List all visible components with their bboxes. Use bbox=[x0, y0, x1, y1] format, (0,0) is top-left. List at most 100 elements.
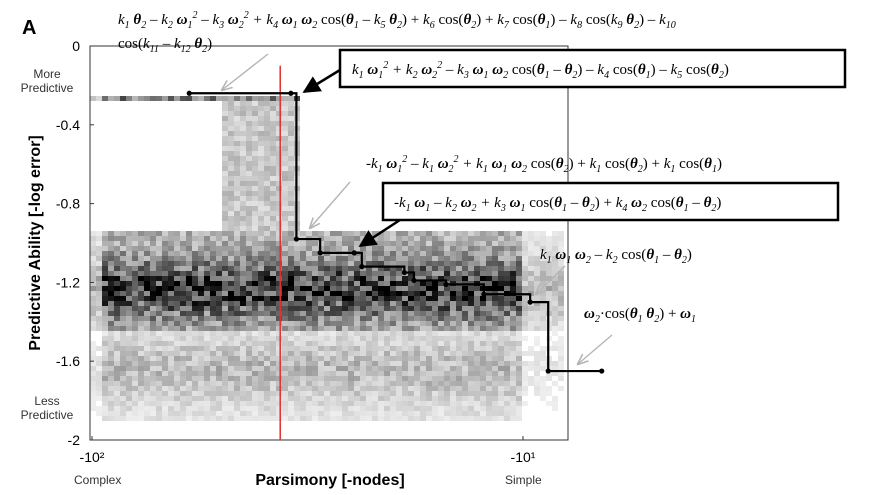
heat-cell bbox=[492, 311, 498, 316]
heat-cell bbox=[420, 321, 426, 326]
heat-cell bbox=[198, 291, 204, 296]
heat-cell bbox=[528, 316, 534, 321]
heat-cell bbox=[360, 236, 366, 241]
heat-cell bbox=[342, 281, 348, 286]
heat-cell bbox=[426, 246, 432, 251]
heat-cell bbox=[156, 276, 162, 281]
heat-cell bbox=[510, 301, 516, 306]
heat-cell bbox=[312, 306, 318, 311]
heat-cell bbox=[228, 346, 234, 351]
heat-cell bbox=[276, 391, 282, 396]
heat-cell bbox=[552, 331, 558, 336]
heat-cell bbox=[390, 326, 396, 331]
heat-cell bbox=[540, 366, 546, 371]
heat-cell bbox=[240, 121, 246, 126]
heat-cell bbox=[222, 221, 228, 226]
heat-cell bbox=[444, 286, 450, 291]
heat-cell bbox=[420, 381, 426, 386]
heat-cell bbox=[456, 416, 462, 421]
heat-cell bbox=[462, 381, 468, 386]
heat-cell bbox=[552, 246, 558, 251]
heat-cell bbox=[126, 316, 132, 321]
heat-cell bbox=[234, 346, 240, 351]
heat-cell bbox=[504, 361, 510, 366]
heat-cell bbox=[444, 411, 450, 416]
heat-cell bbox=[258, 131, 264, 136]
heat-cell bbox=[276, 186, 282, 191]
heat-cell bbox=[408, 261, 414, 266]
heat-cell bbox=[204, 396, 210, 401]
heat-cell bbox=[228, 256, 234, 261]
heat-cell bbox=[132, 316, 138, 321]
heat-cell bbox=[456, 356, 462, 361]
heat-cell bbox=[240, 256, 246, 261]
heat-cell bbox=[288, 261, 294, 266]
heat-cell bbox=[264, 166, 270, 171]
heat-cell bbox=[546, 401, 552, 406]
heat-cell bbox=[366, 376, 372, 381]
heat-cell bbox=[408, 391, 414, 396]
heat-cell bbox=[168, 296, 174, 301]
heat-cell bbox=[342, 276, 348, 281]
heat-cell bbox=[402, 261, 408, 266]
heat-cell bbox=[432, 361, 438, 366]
heat-cell bbox=[522, 251, 528, 256]
heat-cell bbox=[264, 221, 270, 226]
heat-cell bbox=[330, 331, 336, 336]
heat-cell bbox=[348, 406, 354, 411]
heat-cell bbox=[234, 106, 240, 111]
heat-cell bbox=[222, 226, 228, 231]
heat-cell bbox=[276, 286, 282, 291]
heat-cell bbox=[450, 396, 456, 401]
heat-cell bbox=[180, 406, 186, 411]
heat-cell bbox=[210, 416, 216, 421]
heat-cell bbox=[504, 276, 510, 281]
heat-cell bbox=[150, 286, 156, 291]
heat-cell bbox=[216, 261, 222, 266]
heat-cell bbox=[282, 306, 288, 311]
heat-cell bbox=[132, 366, 138, 371]
heat-cell bbox=[396, 251, 402, 256]
heat-cell bbox=[96, 396, 102, 401]
heat-cell bbox=[468, 266, 474, 271]
heat-cell bbox=[558, 256, 564, 261]
heat-cell bbox=[288, 251, 294, 256]
heat-cell bbox=[102, 341, 108, 346]
heat-cell bbox=[468, 286, 474, 291]
heat-cell bbox=[126, 256, 132, 261]
heat-cell bbox=[504, 316, 510, 321]
heat-cell bbox=[336, 401, 342, 406]
heat-cell bbox=[450, 321, 456, 326]
heat-cell bbox=[276, 256, 282, 261]
heat-cell bbox=[234, 191, 240, 196]
heat-cell bbox=[534, 266, 540, 271]
heat-cell bbox=[288, 146, 294, 151]
heat-cell bbox=[192, 406, 198, 411]
heat-cell bbox=[192, 411, 198, 416]
heat-cell bbox=[318, 331, 324, 336]
heat-cell bbox=[486, 256, 492, 261]
heat-cell bbox=[108, 266, 114, 271]
heat-cell bbox=[486, 311, 492, 316]
heat-cell bbox=[456, 366, 462, 371]
heat-cell bbox=[534, 381, 540, 386]
heat-cell bbox=[390, 336, 396, 341]
heat-cell bbox=[234, 176, 240, 181]
heat-cell bbox=[540, 311, 546, 316]
heat-cell bbox=[516, 246, 522, 251]
heat-cell bbox=[336, 406, 342, 411]
heat-cell bbox=[216, 361, 222, 366]
heat-cell bbox=[336, 331, 342, 336]
heat-cell bbox=[264, 341, 270, 346]
heat-cell bbox=[270, 121, 276, 126]
heat-cell bbox=[378, 406, 384, 411]
heat-cell bbox=[276, 241, 282, 246]
heat-cell bbox=[558, 336, 564, 341]
heat-cell bbox=[354, 351, 360, 356]
heat-cell bbox=[402, 386, 408, 391]
heat-cell bbox=[438, 416, 444, 421]
heat-cell bbox=[222, 411, 228, 416]
heat-cell bbox=[390, 286, 396, 291]
heat-cell bbox=[258, 101, 264, 106]
heat-cell bbox=[294, 386, 300, 391]
